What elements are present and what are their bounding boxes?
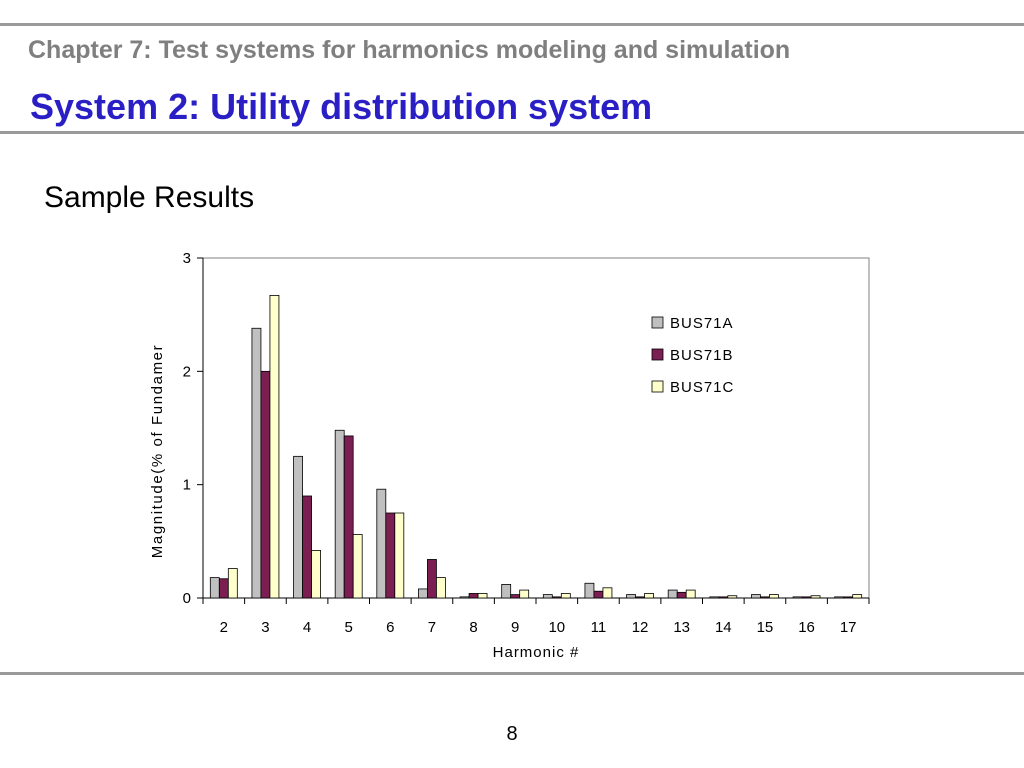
top-rule (0, 23, 1024, 26)
bar-bus71a (542, 594, 553, 599)
x-tick-label: 16 (798, 619, 815, 636)
bar-bus71a (459, 596, 470, 599)
bar-bus71a (751, 594, 761, 599)
legend-label-bus71b: BUS71B (670, 347, 734, 364)
bar-bus71c (311, 549, 321, 599)
bar-bus71a (626, 594, 636, 599)
bar-bus71b (302, 495, 312, 599)
x-axis-label: Harmonic # (493, 644, 580, 661)
bar-bus71b (760, 596, 770, 599)
legend-label-bus71c: BUS71C (670, 379, 734, 396)
bar-bus71b (343, 435, 354, 599)
section-subtitle: Sample Results (44, 181, 255, 214)
bar-bus71b (468, 593, 479, 599)
bar-bus71c (436, 577, 446, 599)
x-tick-label: 9 (511, 619, 519, 636)
y-tick-label: 0 (183, 590, 191, 607)
bar-bus71b (260, 370, 271, 599)
x-tick-label: 13 (673, 619, 690, 636)
title-rule (0, 131, 1024, 134)
bar-bus71c (352, 534, 363, 599)
slide-title: System 2: Utility distribution system (30, 86, 653, 127)
bar-bus71c (727, 595, 738, 599)
y-axis-label: Magnitude(% of Fundamer (149, 344, 166, 558)
x-tick-label: 6 (386, 619, 394, 636)
bar-bus71a (709, 596, 720, 599)
chapter-heading: Chapter 7: Test systems for harmonics mo… (28, 36, 791, 64)
bar-bus71b (718, 596, 729, 599)
bar-bus71a (251, 327, 262, 599)
bar-bus71c (769, 594, 779, 599)
bar-bus71b (676, 591, 687, 599)
x-tick-label: 4 (303, 619, 311, 636)
x-tick-label: 5 (345, 619, 353, 636)
x-tick-label: 11 (591, 619, 607, 636)
legend-swatch-bus71b (651, 348, 664, 361)
bar-bus71c (685, 589, 696, 599)
bar-bus71c (269, 295, 280, 599)
bar-bus71b (385, 512, 396, 599)
bottom-rule (0, 672, 1024, 675)
legend-swatch-bus71c (651, 380, 664, 393)
bar-bus71b (593, 590, 604, 599)
bar-bus71a (501, 583, 512, 599)
bar-bus71a (334, 429, 345, 599)
bar-bus71c (519, 589, 530, 599)
bar-bus71a (667, 589, 678, 599)
legend-label-bus71a: BUS71A (670, 315, 734, 332)
bar-bus71c (394, 512, 405, 599)
bar-bus71a (376, 488, 387, 599)
bar-bus71c (477, 593, 488, 599)
bar-bus71b (551, 596, 562, 599)
y-tick-label: 1 (183, 477, 191, 494)
x-tick-label: 8 (469, 619, 477, 636)
bar-bus71b (843, 596, 854, 599)
x-tick-label: 3 (261, 619, 269, 636)
bar-bus71a (584, 582, 595, 599)
bar-bus71a (293, 455, 303, 599)
legend-swatch-bus71a (651, 316, 664, 329)
bar-bus71b (218, 578, 229, 599)
x-tick-label: 17 (840, 619, 857, 636)
bar-bus71b (801, 596, 812, 599)
x-tick-label: 10 (548, 619, 565, 636)
x-tick-label: 14 (715, 619, 732, 636)
bar-bus71b (510, 594, 521, 599)
x-tick-label: 2 (220, 619, 228, 636)
y-tick-label: 2 (183, 363, 191, 380)
bar-bus71a (418, 588, 428, 599)
bar-bus71a (792, 596, 803, 599)
bar-bus71c (227, 568, 238, 599)
x-tick-label: 15 (757, 619, 774, 636)
bar-bus71c (852, 594, 863, 599)
page-number: 8 (506, 723, 518, 745)
bar-bus71c (602, 587, 613, 599)
bar-bus71b (427, 559, 437, 599)
bar-bus71c (560, 593, 571, 599)
x-tick-label: 12 (632, 619, 649, 636)
bar-bus71c (810, 595, 821, 599)
bar-bus71a (209, 577, 220, 599)
y-tick-label: 3 (183, 250, 191, 267)
bar-bus71c (644, 593, 654, 599)
bar-bus71a (834, 596, 845, 599)
bar-bus71b (635, 596, 645, 599)
x-tick-label: 7 (428, 619, 436, 636)
